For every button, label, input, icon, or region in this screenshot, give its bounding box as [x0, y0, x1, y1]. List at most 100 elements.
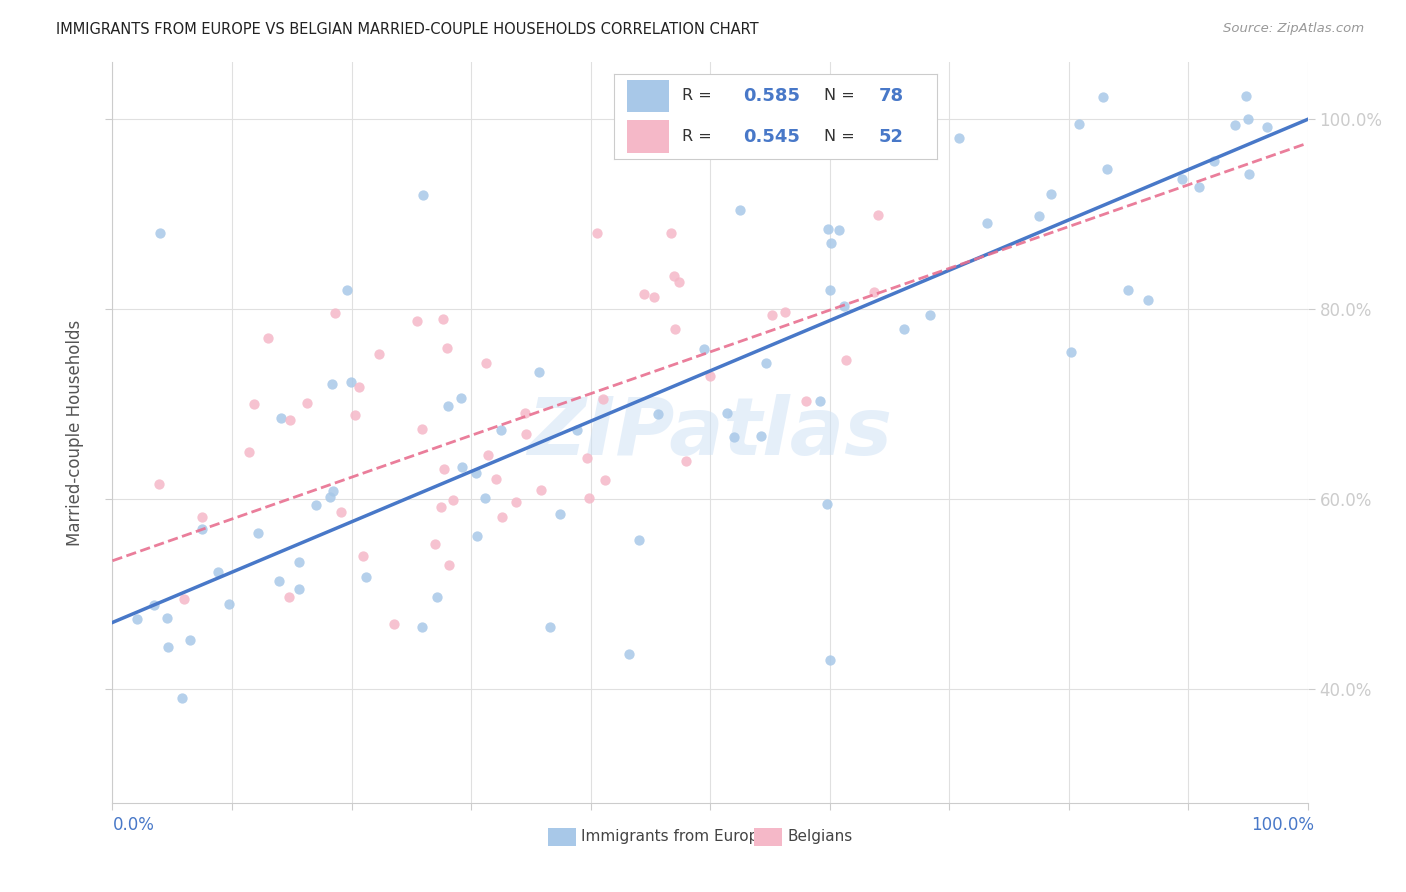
Point: [319, 490, 342, 504]
Point: [207, 566, 229, 580]
Point: [820, 235, 842, 250]
Point: [426, 590, 449, 604]
Point: [288, 582, 311, 597]
Point: [322, 484, 344, 499]
Point: [699, 368, 721, 383]
Point: [835, 353, 858, 368]
Point: [548, 507, 571, 521]
Point: [796, 393, 818, 408]
Text: IMMIGRANTS FROM EUROPE VS BELGIAN MARRIED-COUPLE HOUSEHOLDS CORRELATION CHART: IMMIGRANTS FROM EUROPE VS BELGIAN MARRIE…: [56, 22, 759, 37]
Point: [815, 497, 838, 511]
Point: [477, 448, 499, 462]
Point: [661, 226, 683, 240]
Point: [818, 283, 841, 297]
Point: [352, 549, 374, 564]
Point: [436, 342, 458, 356]
Point: [1028, 209, 1050, 223]
Point: [411, 619, 433, 633]
Point: [465, 466, 488, 480]
Point: [173, 592, 195, 607]
Point: [761, 308, 783, 322]
Point: [336, 283, 359, 297]
Point: [288, 555, 311, 569]
Point: [218, 598, 240, 612]
Point: [238, 445, 260, 459]
Point: [1171, 172, 1194, 186]
Text: 0.0%: 0.0%: [112, 816, 155, 834]
Point: [347, 380, 370, 394]
Point: [155, 611, 177, 625]
Point: [485, 472, 508, 486]
Point: [1237, 167, 1260, 181]
Text: Immigrants from Europe: Immigrants from Europe: [581, 830, 768, 844]
Point: [920, 309, 942, 323]
Point: [368, 347, 391, 361]
Point: [716, 406, 738, 420]
Point: [592, 392, 614, 406]
Text: Source: ZipAtlas.com: Source: ZipAtlas.com: [1223, 22, 1364, 36]
Point: [633, 286, 655, 301]
Point: [1260, 32, 1282, 46]
Point: [406, 314, 429, 328]
Point: [617, 647, 640, 661]
Point: [433, 462, 456, 476]
Point: [755, 356, 778, 370]
Point: [1060, 345, 1083, 359]
Point: [832, 299, 855, 313]
Point: [423, 537, 446, 551]
Point: [1225, 119, 1247, 133]
Point: [827, 223, 849, 237]
Point: [170, 691, 193, 706]
Point: [432, 312, 454, 326]
Point: [305, 499, 328, 513]
Point: [647, 407, 669, 421]
Point: [278, 413, 301, 427]
Point: [439, 558, 461, 572]
Point: [125, 612, 148, 626]
Point: [450, 391, 472, 405]
Point: [586, 226, 609, 240]
Point: [1237, 112, 1260, 127]
Point: [354, 570, 377, 584]
Point: [1188, 180, 1211, 194]
Point: [595, 473, 617, 487]
Point: [1136, 293, 1159, 308]
Point: [675, 454, 697, 468]
Point: [411, 422, 433, 436]
Point: [818, 653, 841, 667]
Y-axis label: Married-couple Households: Married-couple Households: [66, 319, 84, 546]
Point: [382, 616, 405, 631]
Point: [527, 365, 550, 379]
Point: [627, 533, 650, 547]
Point: [775, 305, 797, 319]
Point: [437, 399, 460, 413]
Point: [515, 427, 537, 442]
Point: [515, 406, 537, 420]
Point: [474, 491, 496, 505]
Point: [1097, 162, 1119, 177]
Point: [693, 342, 716, 356]
Point: [578, 491, 600, 505]
Point: [430, 500, 453, 514]
Point: [190, 522, 212, 536]
Point: [664, 321, 686, 335]
Point: [538, 620, 561, 634]
Point: [868, 208, 890, 222]
Point: [156, 640, 179, 654]
Point: [1236, 89, 1258, 103]
Point: [863, 285, 886, 300]
Text: Belgians: Belgians: [787, 830, 852, 844]
Point: [749, 429, 772, 443]
Point: [149, 227, 172, 241]
Point: [465, 529, 488, 543]
Point: [450, 459, 472, 474]
Text: 100.0%: 100.0%: [1251, 816, 1315, 834]
Point: [277, 591, 299, 605]
Point: [344, 408, 367, 422]
Point: [257, 331, 280, 345]
Point: [1091, 90, 1114, 104]
Point: [269, 574, 291, 588]
Point: [810, 394, 832, 409]
Point: [976, 216, 998, 230]
Point: [441, 493, 464, 508]
